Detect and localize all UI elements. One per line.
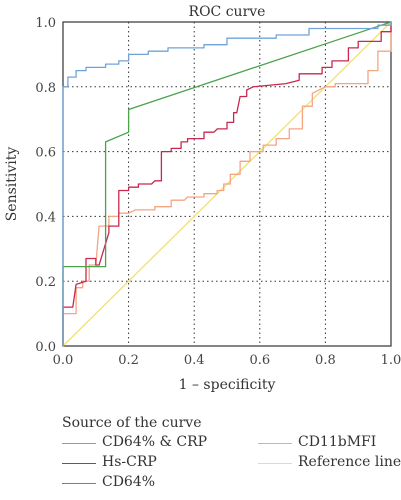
ticks-group: 0.0 0.2 0.4 0.6 0.8 1.0 0.0 0.2 0.4 0.6 0.8 1.0 [35,16,401,368]
legend-label: CD64% & CRP [102,434,208,450]
legend-title: Source of the curve [62,415,202,431]
series-line-cd64-crp [62,22,392,346]
y-tick-label: 0.8 [35,81,56,96]
x-tick-label: 0.4 [184,353,205,368]
roc-chart: ROC curve 0.0 0.2 0.4 0.6 0.8 1.0 0.0 0.2 0.4 0.6… [4,4,401,393]
series-line-hs-crp [62,22,392,346]
legend-swatch [62,443,96,444]
legend-label: CD64% [102,474,156,490]
y-axis-label: Sensitivity [4,147,20,222]
legend-label: Hs-CRP [102,454,157,470]
x-tick-label: 0.2 [118,353,139,368]
x-tick-label: 1.0 [381,353,401,368]
legend-label: Reference line [298,454,401,470]
series-line-cd11bmfi [62,22,392,346]
y-tick-label: 0.2 [35,275,56,290]
chart-title: ROC curve [189,4,266,20]
x-tick-label: 0.8 [315,353,336,368]
x-tick-label: 0.0 [53,353,74,368]
legend-swatch [258,443,292,444]
x-axis-label: 1 – specificity [179,377,276,393]
series-group [62,21,392,347]
legend-swatch [258,463,292,464]
y-tick-label: 0.6 [35,146,56,161]
y-tick-label: 0.4 [35,210,56,225]
legend-label: CD11bMFI [298,434,377,450]
y-tick-label: 0.0 [35,340,56,355]
y-tick-label: 1.0 [35,16,56,31]
x-tick-label: 0.6 [249,353,270,368]
legend-swatch [62,463,96,464]
legend-swatch [62,483,96,484]
